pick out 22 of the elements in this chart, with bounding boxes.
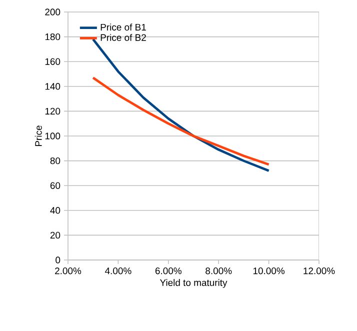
y-tick-label: 160 — [45, 58, 60, 65]
y-tick-label: 200 — [45, 8, 60, 16]
y-tick-label: 180 — [45, 33, 60, 40]
y-tick-label: 20 — [50, 232, 60, 239]
y-tick-label: 60 — [50, 182, 60, 189]
y-tick-label: 100 — [45, 132, 60, 140]
line-series — [92, 76, 270, 166]
x-axis-title: Yield to maturity — [160, 279, 228, 288]
x-tick-label: 12.00% — [304, 268, 335, 274]
legend-label: Price of B2 — [100, 34, 146, 41]
x-tick-label: 4.00% — [105, 268, 132, 274]
x-tick-label: 10.00% — [253, 268, 285, 274]
y-tick-label: 80 — [50, 157, 60, 164]
x-tick-label: 6.00% — [155, 268, 182, 274]
y-axis-title: Price — [34, 126, 42, 146]
y-tick-label: 0 — [56, 256, 60, 264]
y-tick-label: 120 — [45, 108, 60, 115]
y-tick-label: 40 — [50, 207, 60, 214]
x-tick-label: 8.00% — [206, 268, 232, 274]
y-tick-label: 140 — [45, 83, 60, 90]
legend-label: Price of B1 — [100, 24, 146, 31]
x-tick-label: 2.00% — [55, 268, 82, 274]
